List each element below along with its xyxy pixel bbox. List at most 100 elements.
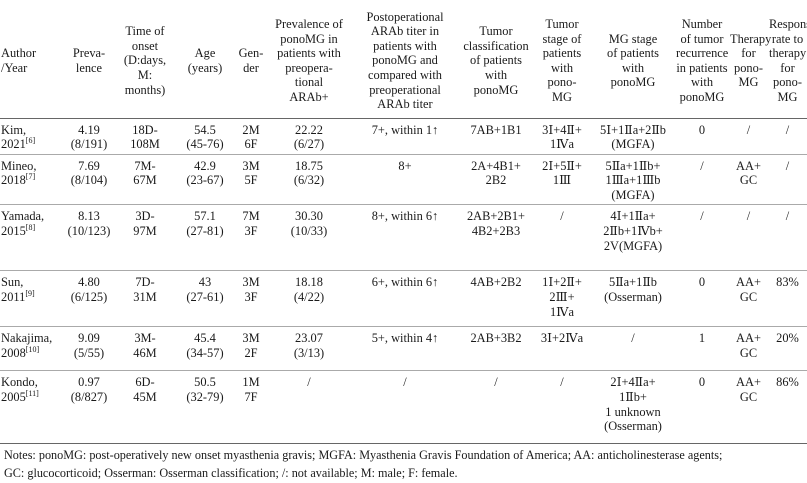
cell-line: (MGFA) — [611, 187, 655, 202]
cell-line: 108M — [130, 137, 160, 152]
author-name: Nakajima, — [1, 331, 53, 346]
cell-line: preopera- — [285, 60, 333, 75]
cell-line: 20% — [776, 331, 799, 346]
table-row: Mineo, 2018[7] 7.69 (8/104) 7M- 67M 42.9 (23-67… — [0, 154, 807, 206]
author-cell: Sun, 2011[9] — [0, 270, 63, 328]
cell-tumor-recurrence: 1 — [675, 326, 729, 372]
cell-line: 45M — [133, 390, 157, 405]
cell-line: 2F — [244, 346, 258, 361]
cell-time-of-onset: 3M- 46M — [115, 326, 175, 372]
cell-tumor-stage: / — [533, 370, 591, 445]
reference-link[interactable]: [6] — [25, 135, 36, 145]
reference-link[interactable]: [10] — [25, 344, 40, 354]
cell-line: 18.18 — [295, 275, 323, 290]
author-name: Sun, — [1, 275, 24, 290]
cell-line: 1Ⅳa — [549, 304, 575, 319]
author-year-line: 2011[9] — [1, 288, 62, 305]
cell-line: 0 — [698, 275, 706, 290]
cell-line: (MGFA) — [611, 137, 655, 152]
cell-line: 4.80 — [78, 275, 100, 290]
cell-line: 3D- — [135, 209, 155, 224]
cell-line: ponoMG in — [280, 31, 338, 46]
cell-line: AA+ — [736, 158, 761, 173]
cell-line: 2B2 — [485, 173, 507, 188]
cell-mg-stage: 2Ⅰ+4Ⅱa+ 1Ⅱb+ 1 unknown (Osserman) — [591, 370, 675, 445]
reference-link[interactable]: [8] — [25, 222, 36, 232]
cell-line: 3Ⅰ+2Ⅳa — [540, 331, 584, 346]
cell-line: der — [243, 60, 259, 75]
cell-line: / — [746, 209, 751, 224]
cell-line: 2V(MGFA) — [603, 238, 663, 253]
cell-tumor-stage: / — [533, 204, 591, 272]
cell-line: patients with — [373, 38, 437, 53]
author-cell: Kondo, 2005[11] — [0, 370, 63, 445]
cell-prevalence: 0.97 (8/827) — [63, 370, 115, 445]
author-year-line: 2005[11] — [1, 388, 62, 405]
cell-line: Postoperational — [366, 9, 444, 24]
cell-therapy: / — [729, 118, 768, 155]
cell-line: 2Ⅱb+1Ⅳb+ — [603, 224, 663, 239]
cell-tumor-stage: 3Ⅰ+2Ⅳa — [533, 326, 591, 372]
cell-age: 54.5 (45-76) — [175, 118, 235, 155]
cell-line: (8/191) — [70, 137, 108, 152]
cell-line: / — [560, 375, 564, 390]
reference-link[interactable]: [11] — [25, 388, 39, 398]
cell-line: / — [307, 375, 311, 390]
cell-line: compared with — [368, 68, 442, 83]
cell-prevalence-preop-arab: 18.75 (6/32) — [267, 154, 351, 206]
cell-line: 45.4 — [194, 331, 216, 346]
cell-line: (8/827) — [70, 390, 108, 405]
cell-line: 8.13 — [78, 209, 100, 224]
cell-line: 7AB+1B1 — [470, 122, 522, 137]
cell-line: 6D- — [135, 375, 155, 390]
cell-line: / — [746, 122, 751, 137]
column-header-prevalence-preop-arab: Prevalence of ponoMG in patients with preop… — [267, 6, 351, 119]
table-notes: Notes: ponoMG: post-operatively new onse… — [4, 446, 804, 482]
cell-line: (6/27) — [293, 137, 325, 152]
year-text: 2011 — [1, 290, 26, 305]
cell-line: of patients — [607, 46, 659, 61]
cell-line: 5Ⅱa+1Ⅱb+ — [605, 158, 661, 173]
cell-line: therapy — [769, 46, 807, 61]
cell-line: Tumor — [545, 16, 579, 31]
cell-line: / — [560, 209, 564, 224]
cell-time-of-onset: 3D- 97M — [115, 204, 175, 272]
cell-line: MG — [777, 89, 798, 104]
cell-line: ponoMG and — [372, 53, 438, 68]
cell-line: pono- — [547, 75, 577, 90]
cell-prevalence: 4.80 (6/125) — [63, 270, 115, 328]
cell-line: GC — [739, 173, 758, 188]
author-name: Kondo, — [1, 375, 38, 390]
cell-line: 54.5 — [194, 122, 216, 137]
cell-line: / — [403, 375, 407, 390]
cell-line: / — [785, 209, 790, 224]
cell-line: 2Ⅲ+ — [549, 290, 575, 305]
cell-tumor-recurrence: / — [675, 204, 729, 272]
cell-tumor-recurrence: 0 — [675, 370, 729, 445]
author-cell: Nakajima, 2008[10] — [0, 326, 63, 372]
cell-postop-arab-titer: 8+, within 6↑ — [351, 204, 459, 272]
column-header-postop-arab-titer: Postoperational ARAb titer in patients wit… — [351, 6, 459, 119]
cell-mg-stage: / — [591, 326, 675, 372]
cell-gender: 2M 6F — [235, 118, 267, 155]
cell-line: 7M — [242, 209, 260, 224]
cell-prevalence: 4.19 (8/191) — [63, 118, 115, 155]
cell-line: (6/32) — [293, 173, 325, 188]
reference-link[interactable]: [7] — [25, 172, 36, 182]
cell-line: MG stage — [608, 31, 658, 46]
cell-line: 83% — [776, 275, 799, 290]
cell-line: 1Ⅳa — [549, 137, 575, 152]
cell-line: 8+ — [398, 158, 412, 173]
cell-line: for — [780, 60, 795, 75]
table-row: Sun, 2011[9] 4.80 (6/125) 7D- 31M 43 (27-61) 3M 3… — [0, 270, 807, 328]
cell-line: (34-57) — [186, 346, 224, 361]
cell-line: GC — [739, 390, 758, 405]
cell-line: in patients — [676, 60, 728, 75]
cell-response-rate: / — [768, 204, 807, 272]
cell-time-of-onset: 18D- 108M — [115, 118, 175, 155]
cell-line: 50.5 — [194, 375, 216, 390]
reference-link[interactable]: [9] — [25, 288, 35, 298]
cell-line: 7.69 — [78, 158, 100, 173]
column-header-time-of-onset: Time of onset (D:days, M: months) — [115, 6, 175, 119]
cell-line: months) — [124, 82, 166, 97]
